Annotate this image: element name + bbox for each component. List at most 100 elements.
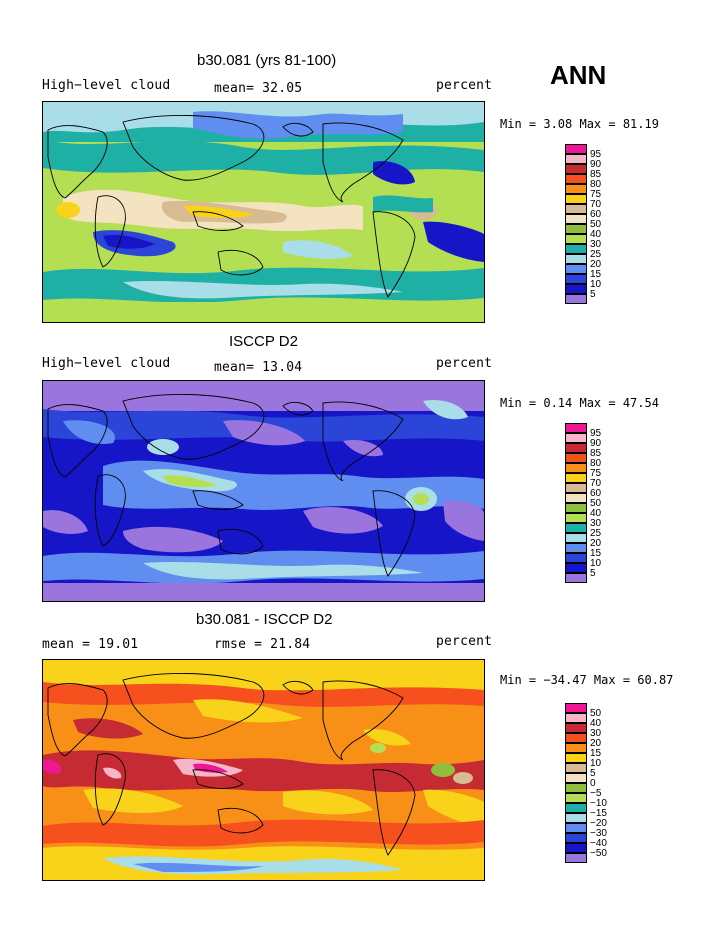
panel-1-tick: 70: [590, 199, 602, 210]
panel-2-units-label: percent: [436, 356, 493, 371]
panel-2-tick: 10: [590, 558, 602, 569]
panel-3-minmax: Min = −34.47 Max = 60.87: [500, 673, 674, 687]
panel-3-tick: −40: [590, 838, 607, 849]
panel-2-swatch: [565, 533, 587, 543]
panel-2-swatch: [565, 543, 587, 553]
panel-3-swatch: [565, 823, 587, 833]
panel-1-tick: 85: [590, 169, 602, 180]
panel-3-swatch: [565, 753, 587, 763]
panel-1-swatch: [565, 164, 587, 174]
panel-1-tick: 50: [590, 219, 602, 230]
panel-3-swatch: [565, 813, 587, 823]
panel-3-tick: −5: [590, 788, 602, 799]
panel-2-tick: 50: [590, 498, 602, 509]
panel-2-tick: 40: [590, 508, 602, 519]
panel-3-swatch: [565, 833, 587, 843]
panel-2-swatch: [565, 503, 587, 513]
panel-3-rmse-label: rmse = 21.84: [214, 637, 311, 652]
panel-1-swatch: [565, 154, 587, 164]
panel-2-tick: 20: [590, 538, 602, 549]
panel-1-units-label: percent: [436, 78, 493, 93]
panel-3-tick: −10: [590, 798, 607, 809]
panel-1-swatch: [565, 214, 587, 224]
panel-3-swatch: [565, 793, 587, 803]
panel-1-tick: 30: [590, 239, 602, 250]
panel-2-swatch: [565, 563, 587, 573]
panel-3-swatch: [565, 743, 587, 753]
panel-2-minmax: Min = 0.14 Max = 47.54: [500, 396, 659, 410]
panel-2-map: [42, 380, 485, 602]
panel-1-swatch: [565, 224, 587, 234]
panel-3-tick: 5: [590, 768, 596, 779]
panel-2-tick: 25: [590, 528, 602, 539]
panel-3-swatch: [565, 713, 587, 723]
panel-1-tick: 25: [590, 249, 602, 260]
panel-3-colorbar: 50 40 30 20 15 10 5 0 −5 −10 −15 −20 −30…: [565, 703, 625, 879]
panel-3-swatch: [565, 763, 587, 773]
panel-2-swatch: [565, 483, 587, 493]
panel-3-swatch: [565, 733, 587, 743]
panel-1-swatch: [565, 254, 587, 264]
panel-1-swatch: [565, 144, 587, 154]
panel-2-swatch: [565, 523, 587, 533]
panel-1-tick: 40: [590, 229, 602, 240]
season-label: ANN: [550, 60, 607, 90]
panel-2-map-graphic: [43, 381, 484, 601]
panel-3-units-label: percent: [436, 634, 493, 649]
panel-2-tick: 60: [590, 488, 602, 499]
panel-1-swatch: [565, 184, 587, 194]
panel-2-mean-label: mean= 13.04: [214, 360, 303, 375]
panel-3-tick: 30: [590, 728, 602, 739]
panel-3-tick: −20: [590, 818, 607, 829]
panel-2-tick: 70: [590, 478, 602, 489]
panel-2-tick: 5: [590, 568, 596, 579]
panel-2-variable-label: High−level cloud: [42, 356, 171, 371]
panel-3-tick: 0: [590, 778, 596, 789]
panel-1-title: b30.081 (yrs 81-100): [197, 52, 337, 69]
panel-2-swatch: [565, 433, 587, 443]
panel-1-mean-label: mean= 32.05: [214, 81, 303, 96]
panel-3-tick: 50: [590, 708, 602, 719]
panel-2-title: ISCCP D2: [229, 333, 298, 350]
panel-2-tick: 80: [590, 458, 602, 469]
panel-2-swatch: [565, 423, 587, 433]
panel-1-swatch: [565, 194, 587, 204]
panel-3-swatch: [565, 843, 587, 853]
panel-2-swatch: [565, 443, 587, 453]
panel-1-swatch: [565, 274, 587, 284]
panel-1-tick: 5: [590, 289, 596, 300]
panel-2-tick: 15: [590, 548, 602, 559]
panel-1-tick: 10: [590, 279, 602, 290]
panel-2-colorbar: 95 90 85 80 75 70 60 50 40 30 25 20 15 1…: [565, 423, 625, 599]
panel-2-tick: 85: [590, 448, 602, 459]
panel-1-swatch: [565, 204, 587, 214]
panel-1-swatch: [565, 264, 587, 274]
panel-3-swatch: [565, 803, 587, 813]
panel-1-swatch: [565, 244, 587, 254]
panel-2-swatch: [565, 463, 587, 473]
panel-1-tick: 95: [590, 149, 602, 160]
panel-3-map: [42, 659, 485, 881]
panel-1-tick: 20: [590, 259, 602, 270]
panel-3-title: b30.081 - ISCCP D2: [196, 611, 333, 628]
panel-3-swatch: [565, 773, 587, 783]
panel-1-colorbar: 95 90 85 80 75 70 60 50 40 30 25 20 15 1…: [565, 144, 625, 320]
panel-2-tick: 75: [590, 468, 602, 479]
panel-2-tick: 30: [590, 518, 602, 529]
panel-3-swatch: [565, 783, 587, 793]
panel-3-tick: −30: [590, 828, 607, 839]
panel-2-swatch: [565, 453, 587, 463]
panel-3-tick: 40: [590, 718, 602, 729]
panel-3-tick: 20: [590, 738, 602, 749]
panel-1-minmax: Min = 3.08 Max = 81.19: [500, 117, 659, 131]
panel-1-tick: 80: [590, 179, 602, 190]
panel-1-tick: 75: [590, 189, 602, 200]
panel-2-swatch: [565, 473, 587, 483]
panel-1-swatch: [565, 294, 587, 304]
panel-1-tick: 90: [590, 159, 602, 170]
panel-2-swatch: [565, 553, 587, 563]
panel-3-tick: −50: [590, 848, 607, 859]
panel-1-tick: 60: [590, 209, 602, 220]
panel-2-swatch: [565, 493, 587, 503]
